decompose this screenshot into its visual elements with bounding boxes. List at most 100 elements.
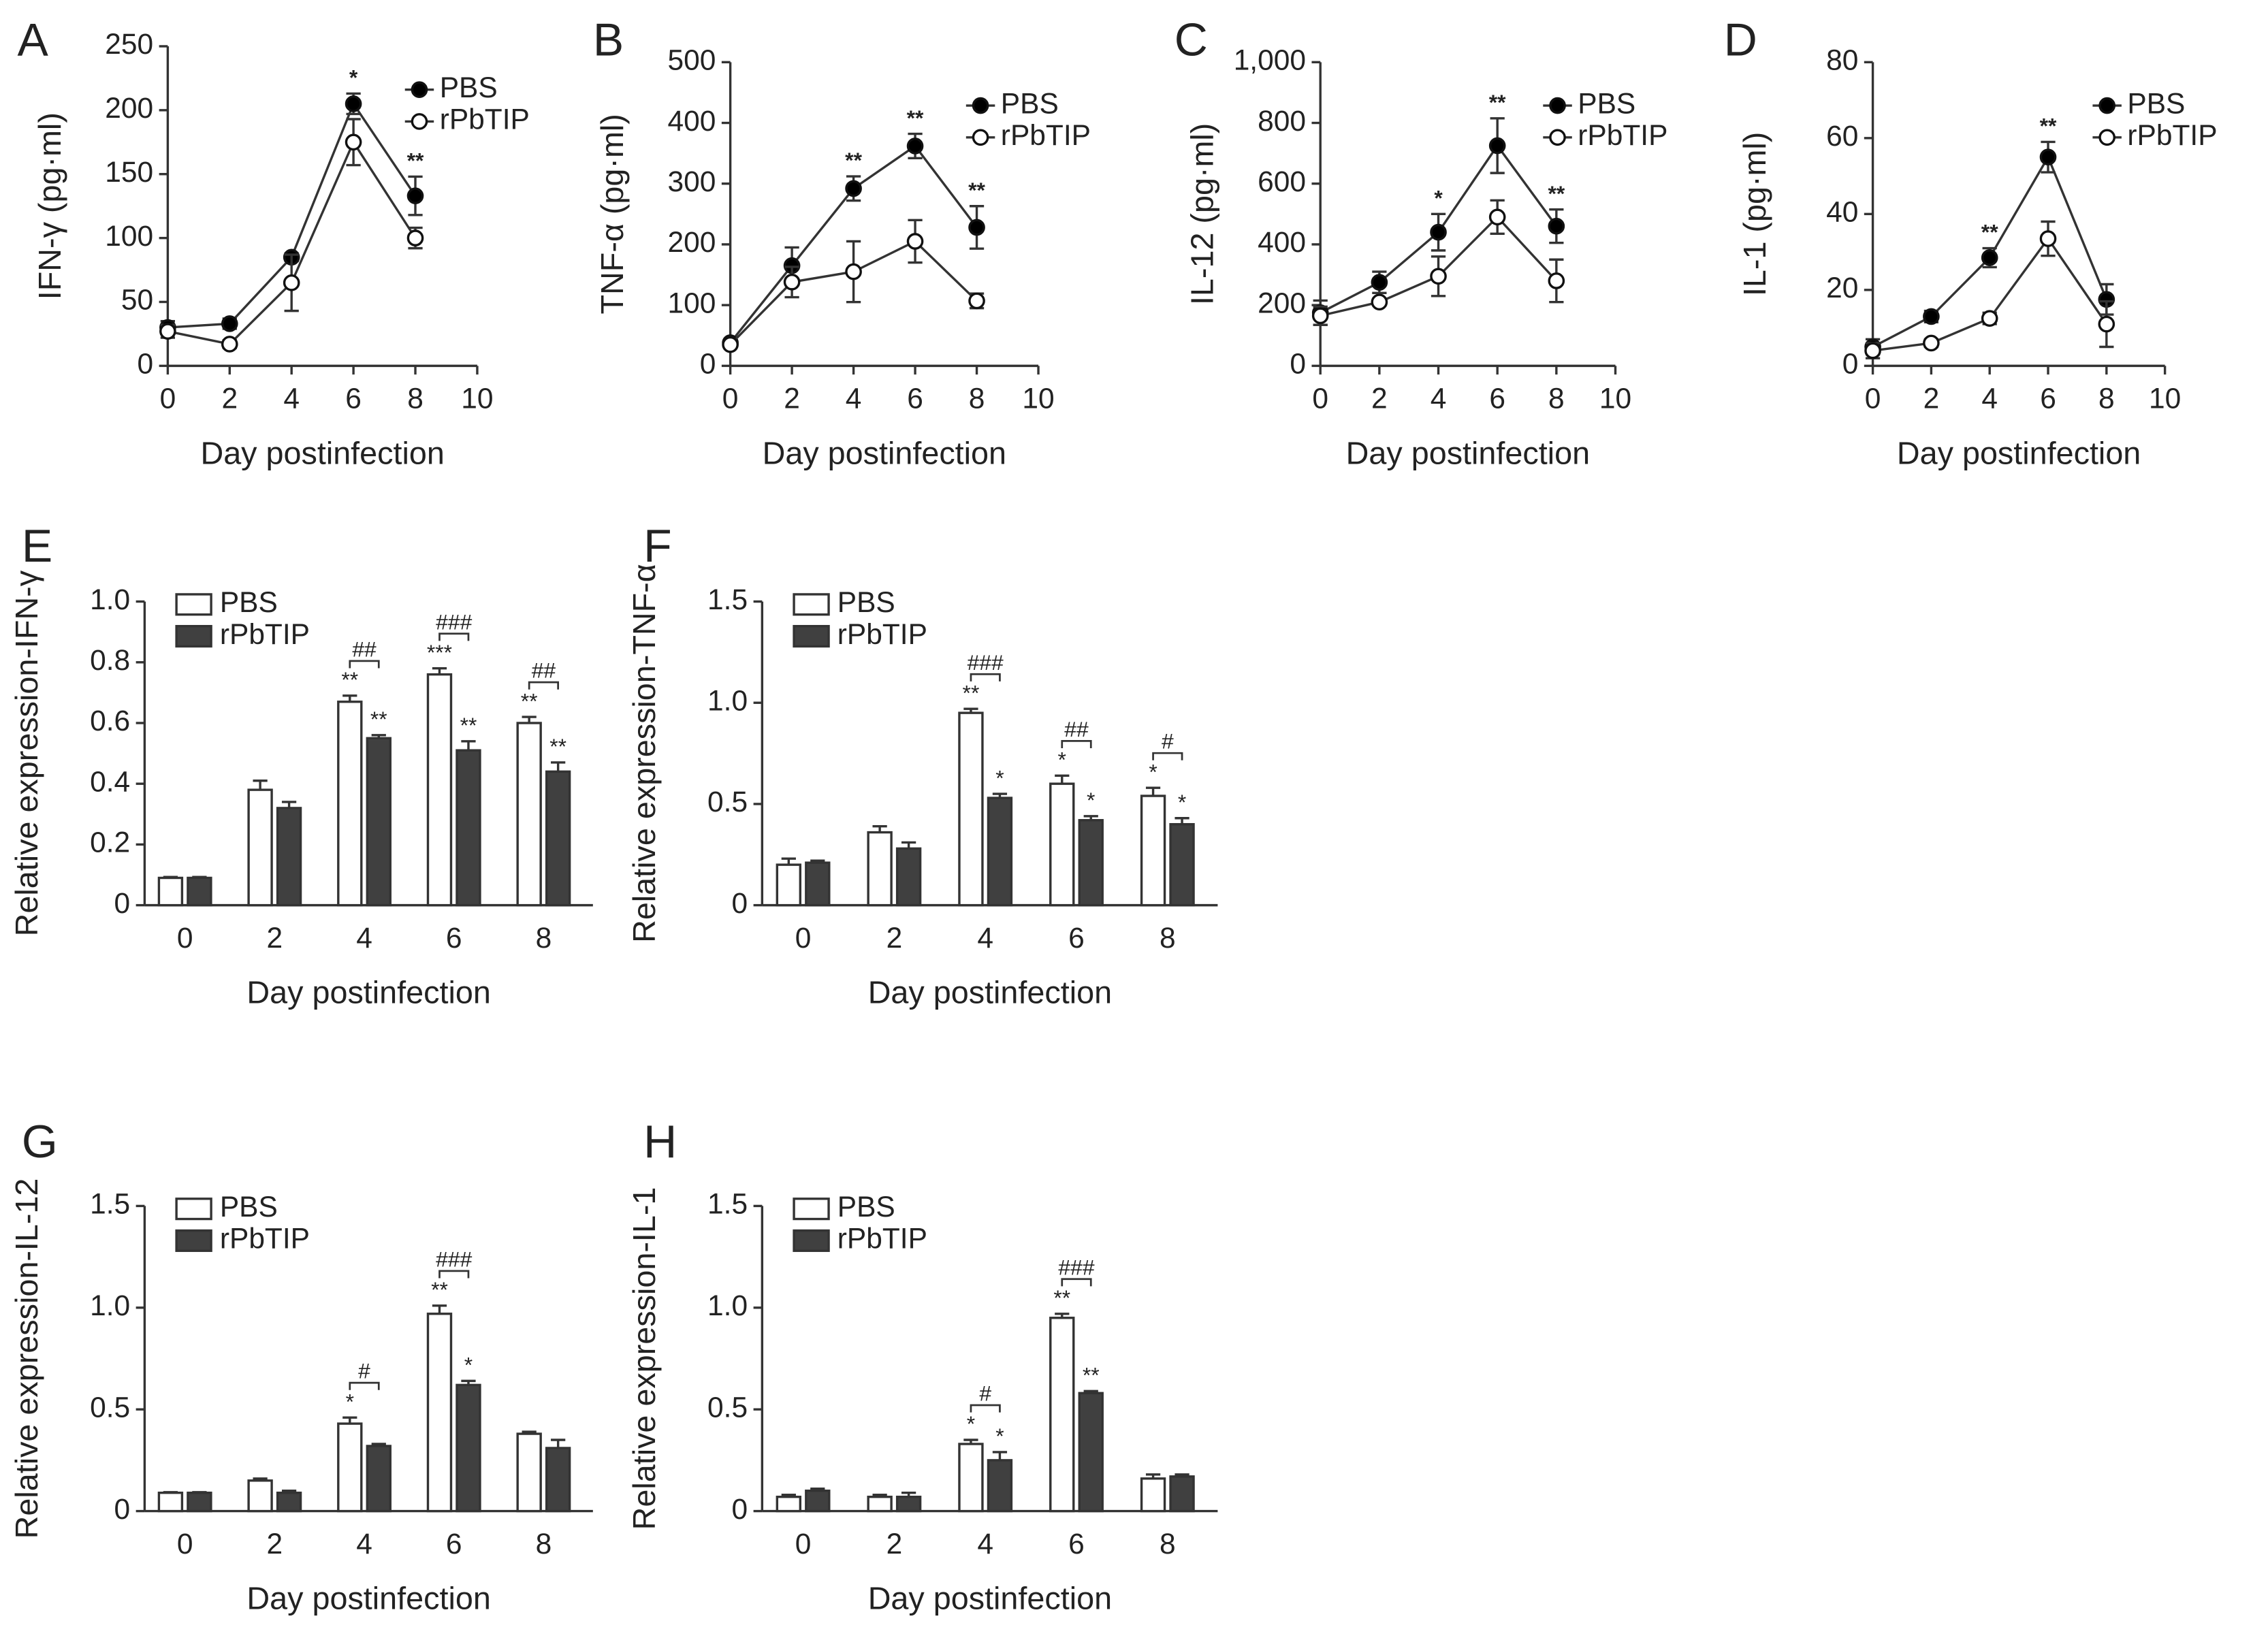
- point: [1923, 334, 1940, 352]
- legend-label: rPbTIP: [440, 104, 530, 136]
- point: [1981, 310, 1998, 327]
- point: [221, 315, 238, 332]
- series-line: [167, 140, 417, 346]
- significance: **: [1083, 1362, 1100, 1387]
- point: [783, 273, 801, 291]
- comparison-label: #: [358, 1359, 370, 1383]
- significance: *: [995, 1424, 1004, 1448]
- error-bar: [432, 1304, 447, 1314]
- x-tick-label: 2: [887, 922, 903, 954]
- legend-label: PBS: [837, 587, 895, 619]
- y-axis-label: Relative expression-TNF-α: [626, 564, 662, 943]
- x-tick-label: 4: [977, 1528, 993, 1560]
- x-tick-label: 8: [536, 1528, 552, 1560]
- error-bar: [163, 876, 178, 878]
- point: [1548, 272, 1565, 289]
- legend-label: rPbTIP: [2127, 120, 2217, 152]
- error-bar: [551, 1439, 566, 1448]
- x-tick-label: 0: [160, 383, 176, 415]
- significance: *: [346, 1389, 354, 1413]
- x-tick-label: 8: [1160, 922, 1176, 954]
- y-tick-label: 200: [1258, 287, 1306, 319]
- significance: **: [460, 713, 477, 737]
- error-bar: [253, 1477, 268, 1481]
- significance: **: [549, 734, 566, 758]
- legend-label: rPbTIP: [837, 1223, 927, 1255]
- bar: [1169, 822, 1195, 907]
- panel-label: D: [1724, 14, 1757, 66]
- error-bar: [1083, 815, 1098, 820]
- point: [1430, 268, 1447, 285]
- point: [1981, 249, 1998, 266]
- significance: **: [370, 707, 387, 731]
- legend-label: PBS: [1001, 88, 1059, 120]
- x-tick-label: 2: [887, 1528, 903, 1560]
- x-axis-label: Day postinfection: [763, 435, 1006, 470]
- point: [2039, 148, 2057, 166]
- y-tick-label: 500: [668, 45, 716, 77]
- x-tick-label: 8: [1548, 383, 1565, 415]
- x-axis-label: Day postinfection: [246, 1581, 490, 1616]
- point: [1371, 274, 1388, 291]
- x-tick-label: 2: [1923, 383, 1940, 415]
- bar: [545, 770, 571, 907]
- bar: [805, 861, 831, 907]
- y-tick-label: 1.0: [90, 1290, 130, 1322]
- legend-marker: [2098, 129, 2115, 146]
- error-bar: [432, 667, 447, 675]
- error-bar: [810, 859, 825, 863]
- y-tick-label: 1,000: [1234, 45, 1306, 77]
- panel-label: B: [593, 14, 624, 66]
- point: [406, 187, 424, 204]
- x-tick-label: 6: [1489, 383, 1505, 415]
- legend-swatch: [175, 624, 212, 648]
- y-tick-label: 0.2: [90, 827, 130, 859]
- comparison-label: ###: [436, 609, 472, 634]
- comparison-label: #: [1162, 729, 1174, 754]
- error-bar: [963, 707, 978, 713]
- bar: [247, 1479, 273, 1513]
- bar: [1140, 794, 1166, 907]
- error-bar: [781, 857, 796, 865]
- panel-label: G: [22, 1116, 58, 1168]
- legend-label: PBS: [1578, 88, 1635, 120]
- x-tick-label: 4: [1981, 383, 1998, 415]
- legend-label: PBS: [440, 72, 498, 104]
- bar: [187, 1491, 212, 1513]
- bar: [337, 1422, 363, 1513]
- x-tick-label: 0: [722, 383, 739, 415]
- point: [1488, 137, 1506, 155]
- point: [221, 336, 238, 353]
- legend-marker: [2098, 97, 2115, 114]
- error-bar: [192, 876, 207, 878]
- point: [345, 133, 362, 151]
- error-bar: [163, 1491, 178, 1494]
- y-axis-label: Relative expression-IL-1: [626, 1187, 662, 1530]
- y-tick-label: 0.6: [90, 705, 130, 737]
- y-tick-label: 250: [105, 29, 153, 61]
- comparison-label: ##: [1064, 717, 1089, 741]
- legend-swatch: [175, 1229, 212, 1252]
- point: [2098, 315, 2115, 333]
- comparison-bracket: [349, 660, 380, 669]
- x-axis-label: Day postinfection: [1346, 435, 1590, 470]
- y-tick-label: 0.8: [90, 645, 130, 677]
- x-tick-label: 6: [1068, 1528, 1085, 1560]
- x-tick-label: 0: [795, 1528, 812, 1560]
- x-tick-label: 2: [1371, 383, 1388, 415]
- y-tick-label: 0.5: [707, 786, 748, 818]
- bar: [1078, 819, 1104, 907]
- comparison-bracket: [438, 632, 470, 641]
- bar: [337, 701, 363, 907]
- bar: [776, 863, 802, 907]
- y-tick-label: 50: [121, 285, 153, 317]
- x-axis-label: Day postinfection: [200, 435, 444, 470]
- y-tick-label: 60: [1826, 121, 1858, 152]
- comparison-bracket: [1061, 739, 1092, 748]
- significance: *: [1087, 788, 1095, 812]
- x-tick-label: 6: [345, 383, 362, 415]
- significance: *: [995, 765, 1004, 790]
- x-tick-label: 8: [2098, 383, 2115, 415]
- y-tick-label: 0: [731, 888, 748, 920]
